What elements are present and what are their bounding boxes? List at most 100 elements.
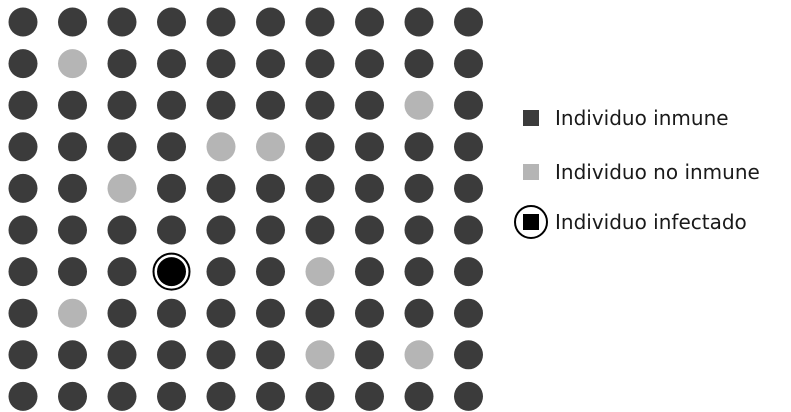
immune-individual (58, 257, 87, 287)
immune-individual (206, 90, 236, 120)
immune-individual (206, 49, 236, 79)
immune-individual (305, 49, 335, 79)
immune-individual (8, 257, 38, 287)
immune-individual (355, 90, 384, 120)
immune-individual (404, 215, 434, 245)
immune-individual (58, 90, 87, 120)
legend-item-immune: Individuo inmune (514, 98, 729, 138)
immune-individual (454, 340, 483, 370)
immune-individual (454, 173, 483, 203)
immune-individual (404, 132, 434, 162)
immune-individual (256, 90, 285, 120)
infected-swatch (523, 214, 539, 230)
immune-individual (8, 381, 38, 411)
immune-individual (355, 298, 384, 328)
immune-individual (355, 381, 384, 411)
immune-individual (157, 132, 186, 162)
immune-individual (8, 173, 38, 203)
immune-individual (107, 215, 137, 245)
immune-individual (58, 132, 87, 162)
non-immune-individual (305, 257, 335, 287)
immune-individual (157, 173, 186, 203)
immune-individual (107, 132, 137, 162)
immune-individual (157, 215, 186, 245)
immune-individual (107, 298, 137, 328)
immune-individual (8, 132, 38, 162)
immune-individual (404, 173, 434, 203)
immune-individual (256, 49, 285, 79)
immune-individual (107, 90, 137, 120)
immune-individual (206, 298, 236, 328)
immune-individual (256, 215, 285, 245)
immune-individual (404, 49, 434, 79)
immune-individual (206, 340, 236, 370)
immune-individual (157, 7, 186, 37)
immune-individual (454, 90, 483, 120)
legend-label-non-immune: Individuo no inmune (555, 160, 760, 184)
immune-individual (404, 298, 434, 328)
infected-individual (157, 257, 186, 287)
immune-individual (256, 257, 285, 287)
immune-individual (355, 257, 384, 287)
immune-individual (256, 173, 285, 203)
immune-individual (404, 381, 434, 411)
immune-individual (454, 49, 483, 79)
non-immune-individual (404, 340, 434, 370)
immune-individual (355, 132, 384, 162)
immune-individual (355, 49, 384, 79)
immune-individual (355, 173, 384, 203)
immune-individual (305, 90, 335, 120)
immune-individual (305, 7, 335, 37)
immune-individual (355, 7, 384, 37)
immune-individual (256, 298, 285, 328)
immune-individual (107, 340, 137, 370)
immune-individual (58, 215, 87, 245)
legend-item-infected: Individuo infectado (514, 202, 747, 242)
immune-individual (355, 215, 384, 245)
immune-individual (355, 340, 384, 370)
non-immune-individual (206, 132, 236, 162)
immune-individual (454, 257, 483, 287)
immune-individual (404, 7, 434, 37)
non-immune-individual (305, 340, 335, 370)
immune-individual (58, 340, 87, 370)
immune-individual (256, 340, 285, 370)
immune-individual (157, 90, 186, 120)
immune-individual (305, 173, 335, 203)
immune-individual (8, 90, 38, 120)
immune-individual (305, 132, 335, 162)
immune-individual (107, 381, 137, 411)
non-immune-individual (58, 49, 87, 79)
immune-individual (404, 257, 434, 287)
immune-individual (8, 298, 38, 328)
immune-individual (305, 215, 335, 245)
immune-individual (454, 132, 483, 162)
legend-item-non-immune: Individuo no inmune (514, 152, 760, 192)
immune-individual (58, 173, 87, 203)
immune-individual (107, 257, 137, 287)
immune-individual (107, 7, 137, 37)
legend-label-infected: Individuo infectado (555, 210, 747, 234)
non-immune-individual (404, 90, 434, 120)
immune-individual (8, 340, 38, 370)
infected-ring (514, 205, 548, 239)
immune-individual (8, 7, 38, 37)
immune-individual (58, 7, 87, 37)
non-immune-individual (107, 173, 137, 203)
immune-individual (305, 381, 335, 411)
immune-swatch (523, 110, 539, 126)
legend-label-immune: Individuo inmune (555, 106, 729, 130)
non-immune-swatch (523, 164, 539, 180)
immune-individual (206, 173, 236, 203)
immune-individual (454, 298, 483, 328)
immune-individual (256, 381, 285, 411)
immune-individual (206, 215, 236, 245)
non-immune-individual (256, 132, 285, 162)
population-grid (8, 7, 483, 411)
non-immune-individual (58, 298, 87, 328)
immune-individual (256, 7, 285, 37)
immune-individual (454, 7, 483, 37)
immune-individual (157, 49, 186, 79)
immune-individual (454, 381, 483, 411)
immune-individual (157, 381, 186, 411)
